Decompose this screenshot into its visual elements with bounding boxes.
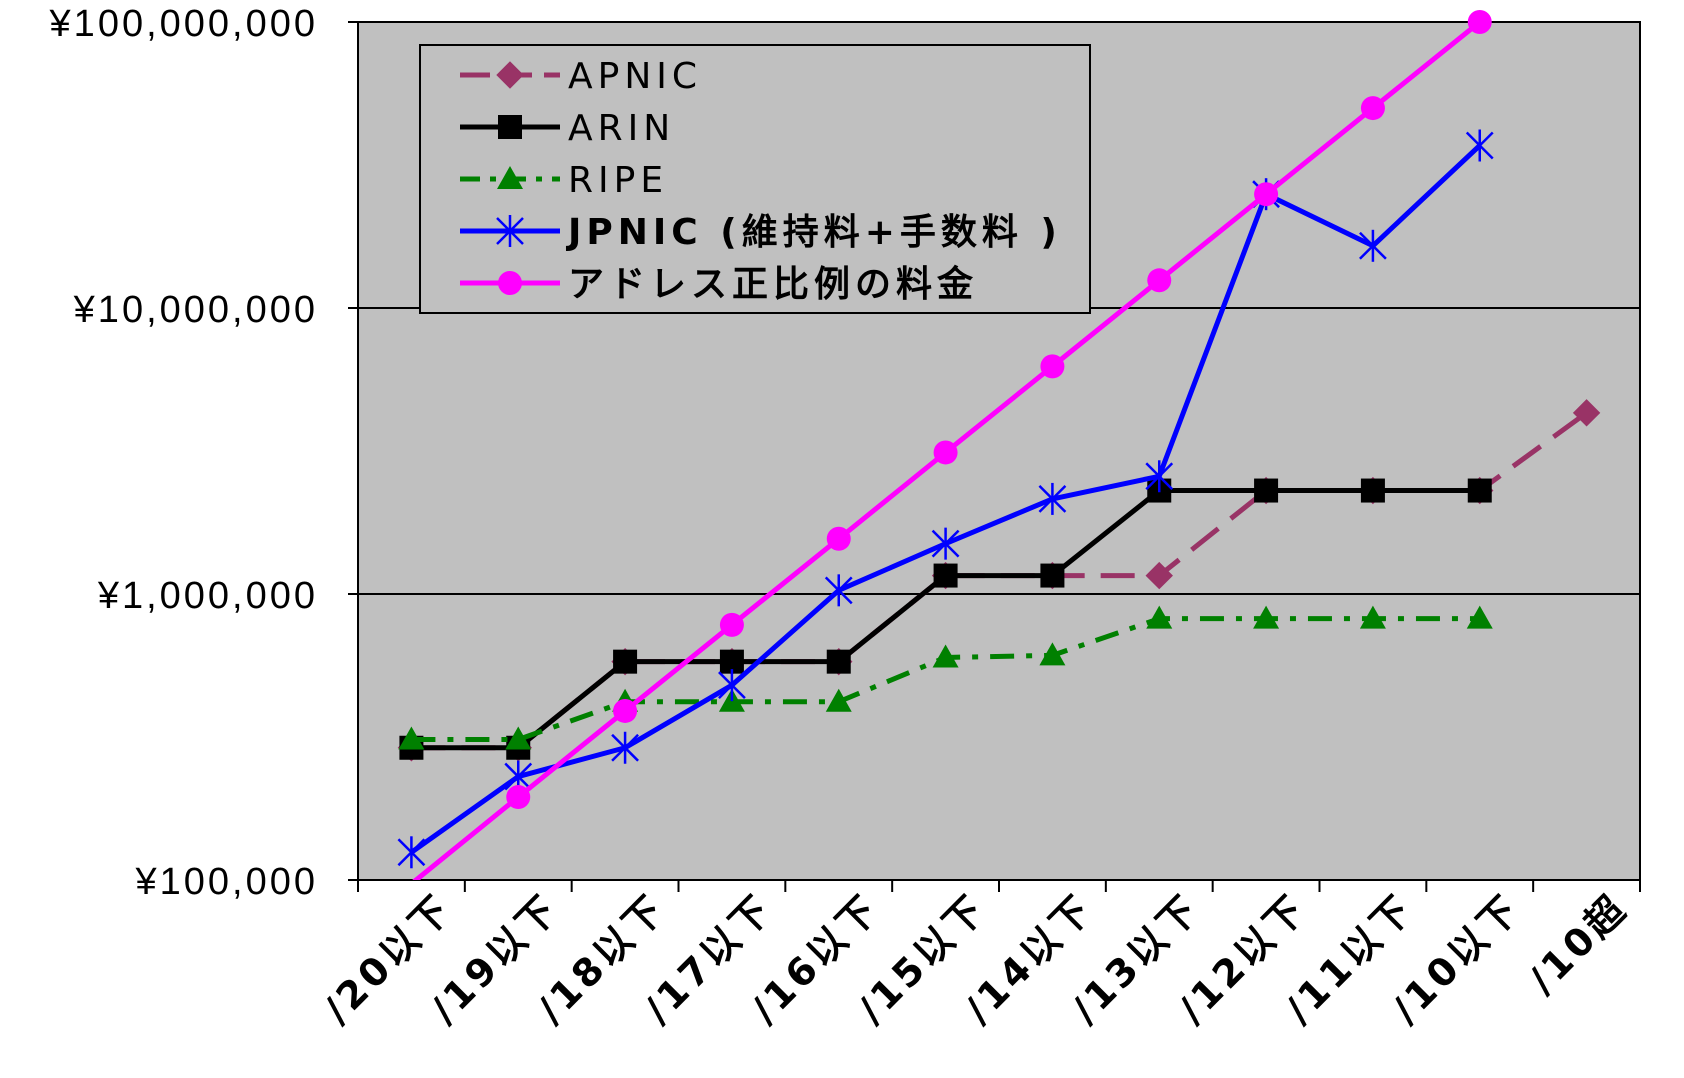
series-1-point-8 — [1254, 478, 1279, 503]
y-tick-label-0: ¥100,000 — [135, 861, 319, 903]
series-3-point-6 — [1038, 482, 1067, 515]
series-2-point-5 — [932, 644, 959, 668]
series-2-point-1 — [505, 726, 532, 750]
series-1-point-2 — [613, 649, 638, 674]
legend-item-2: RIPE — [460, 160, 668, 201]
legend-marker-1 — [498, 115, 522, 139]
series-1-point-9 — [1360, 478, 1385, 503]
series-3-point-5 — [931, 527, 960, 560]
series-layer — [397, 10, 1601, 880]
series-4-point-2 — [613, 698, 638, 723]
series-3-point-2 — [611, 731, 639, 764]
legend-label-2: RIPE — [568, 160, 668, 201]
legend-label-1: ARIN — [568, 108, 675, 149]
legend-marker-2 — [497, 166, 523, 189]
legend-label-0: APNIC — [568, 56, 702, 97]
legend-item-0: APNIC — [460, 56, 702, 97]
y-axis-labels: ¥100,000 ¥1,000,000 ¥10,000,000 ¥100,000,00… — [49, 3, 319, 903]
series-2-point-4 — [825, 688, 852, 712]
y-tick-label-2: ¥10,000,000 — [73, 289, 318, 331]
series-4-point-9 — [1360, 96, 1385, 121]
series-2-point-7 — [1146, 605, 1173, 629]
series-4-point-3 — [719, 612, 744, 637]
x-axis-ticks — [357, 880, 1641, 892]
series-4-point-10 — [1467, 10, 1492, 34]
series-3-point-10 — [1465, 129, 1494, 162]
series-2-point-10 — [1466, 605, 1493, 629]
series-3-point-4 — [824, 574, 853, 607]
x-axis-labels: /20以下/19以下/18以下/17以下/16以下/15以下/14以下/13以下… — [315, 885, 1636, 1031]
series-1-point-4 — [826, 649, 851, 674]
y-tick-label-1: ¥1,000,000 — [97, 575, 318, 617]
series-2-point-6 — [1039, 642, 1066, 666]
series-2-point-8 — [1253, 605, 1280, 629]
legend-marker-0 — [496, 61, 524, 89]
series-3-point-7 — [1145, 460, 1174, 493]
series-2-point-9 — [1359, 605, 1386, 629]
legend-box — [419, 44, 1091, 314]
series-1-point-10 — [1467, 478, 1492, 503]
series-3-point-9 — [1359, 229, 1387, 262]
series-2-point-0 — [398, 726, 425, 750]
legend-marker-3 — [496, 215, 524, 247]
series-3-point-3 — [718, 669, 746, 702]
series-4-point-1 — [506, 785, 531, 810]
legend-item-1: ARIN — [460, 108, 675, 149]
legend-label-4: アドレス正比例の料金 — [568, 263, 978, 305]
series-1-point-6 — [1040, 563, 1065, 588]
series-4-point-6 — [1040, 354, 1065, 379]
legend-label-3: JPNIC (維持料+手数料 ) — [565, 212, 1062, 253]
series-1 — [399, 478, 1492, 760]
legend: APNIC ARIN RIPE JPNIC (維持料+手数料 ) アドレス正比例の料金 — [419, 44, 1091, 314]
series-4-point-7 — [1147, 268, 1172, 293]
series-4-point-5 — [933, 440, 958, 465]
series-4-point-4 — [826, 526, 851, 551]
x-tick-label-11: /10超 — [1520, 885, 1637, 1002]
legend-marker-4 — [498, 271, 522, 295]
legend-item-4: アドレス正比例の料金 — [460, 263, 978, 305]
series-3 — [397, 129, 1494, 869]
series-1-point-5 — [933, 563, 958, 588]
series-4 — [412, 10, 1492, 880]
legend-item-3: JPNIC (維持料+手数料 ) — [460, 212, 1062, 253]
series-0-point-7 — [1145, 561, 1173, 590]
series-4-point-8 — [1254, 182, 1279, 207]
series-3-point-0 — [397, 836, 426, 869]
series-0-point-11 — [1572, 399, 1601, 427]
y-tick-label-3: ¥100,000,000 — [49, 3, 318, 45]
